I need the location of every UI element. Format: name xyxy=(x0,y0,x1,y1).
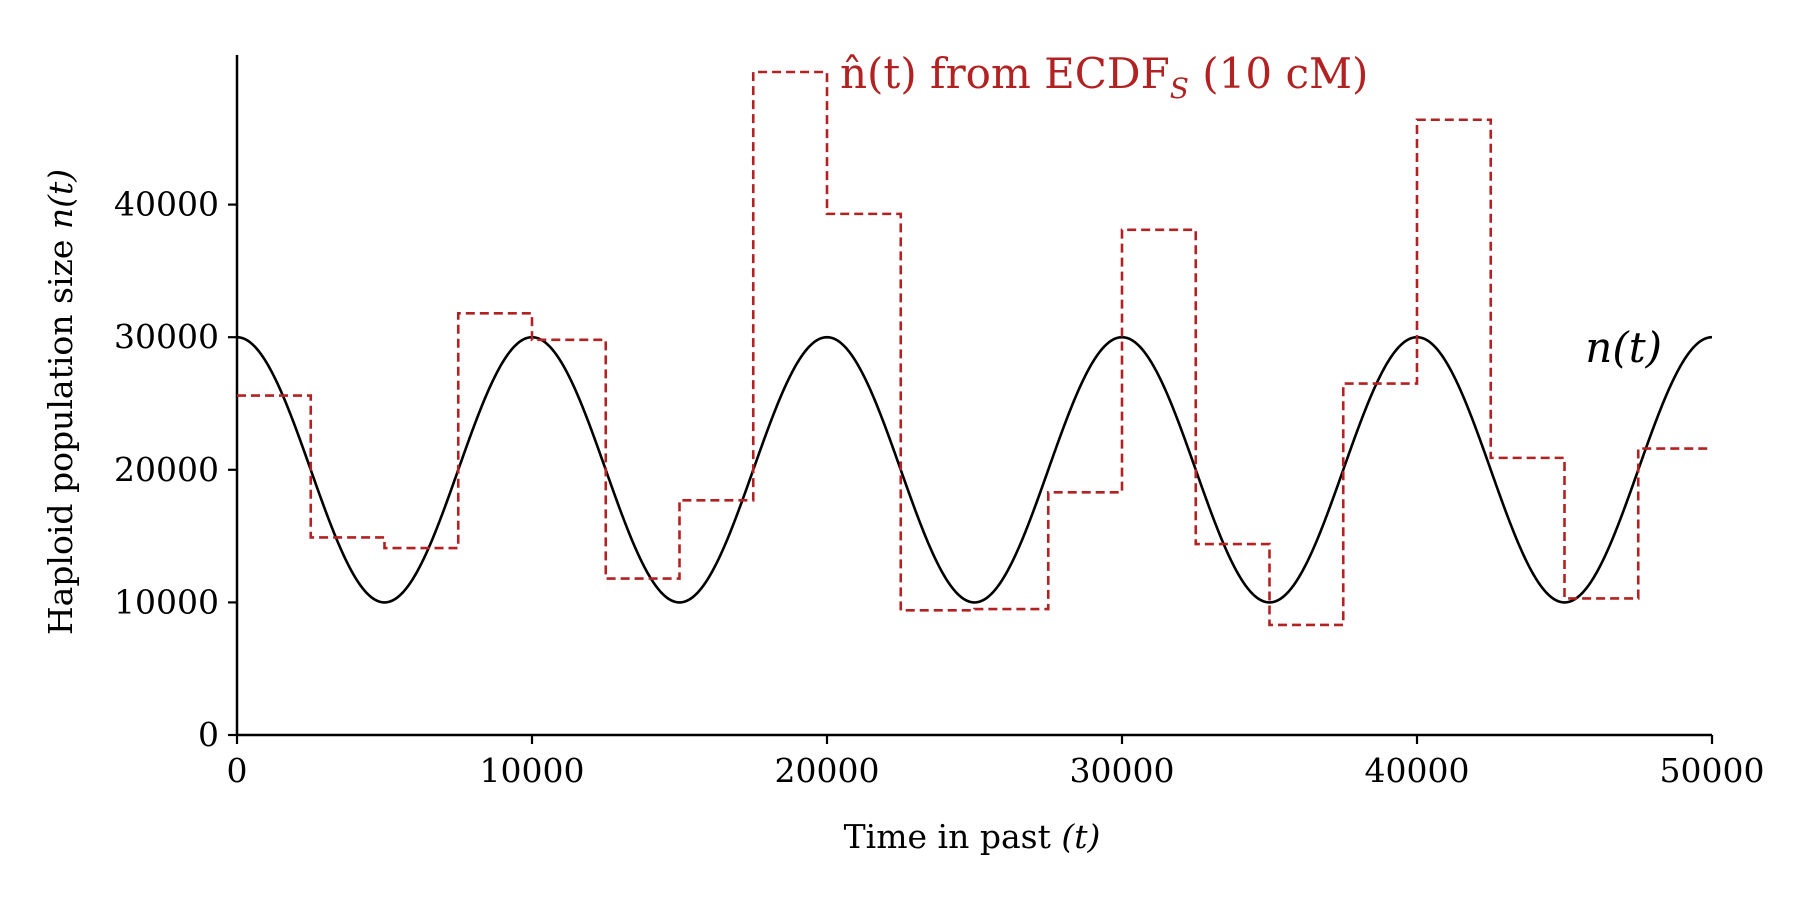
x-tick-label: 0 xyxy=(227,751,248,790)
x-tick-label: 40000 xyxy=(1365,751,1470,790)
y-axis-label: Haploid population size n(t) xyxy=(41,169,80,635)
true-curve-label: n(t) xyxy=(1585,323,1662,372)
y-axis-label-main: Haploid population size xyxy=(41,229,80,635)
y-tick-label: 30000 xyxy=(114,317,219,356)
x-axis-label-var: (t) xyxy=(1061,817,1100,856)
x-tick-label: 30000 xyxy=(1070,751,1175,790)
estimated-population-step xyxy=(237,70,1712,627)
x-ticks: 0 10000 20000 30000 40000 50000 xyxy=(227,735,1765,790)
y-tick-label: 10000 xyxy=(114,582,219,621)
x-tick-label: 10000 xyxy=(480,751,585,790)
estimate-label-main: n̂(t) from ECDF xyxy=(840,49,1170,98)
true-population-curve xyxy=(236,335,1713,604)
estimate-series-label: n̂(t) from ECDFS (10 cM) xyxy=(840,49,1368,105)
y-ticks: 0 10000 20000 30000 40000 xyxy=(114,185,237,754)
axes: 0 10000 20000 30000 40000 50000 0 10000 20000 30… xyxy=(114,55,1764,790)
x-tick-label: 50000 xyxy=(1660,751,1765,790)
true-curve-label-text: n(t) xyxy=(1585,323,1662,372)
y-axis-label-var: n(t) xyxy=(41,169,80,229)
y-tick-label: 0 xyxy=(198,715,219,754)
estimate-label-tail: (10 cM) xyxy=(1189,49,1368,98)
x-axis-label-main: Time in past xyxy=(844,817,1062,856)
y-tick-label: 40000 xyxy=(114,185,219,224)
estimate-label-subscript: S xyxy=(1170,72,1189,105)
y-tick-label: 20000 xyxy=(114,450,219,489)
x-axis-label: Time in past (t) xyxy=(844,817,1101,856)
x-tick-label: 20000 xyxy=(775,751,880,790)
